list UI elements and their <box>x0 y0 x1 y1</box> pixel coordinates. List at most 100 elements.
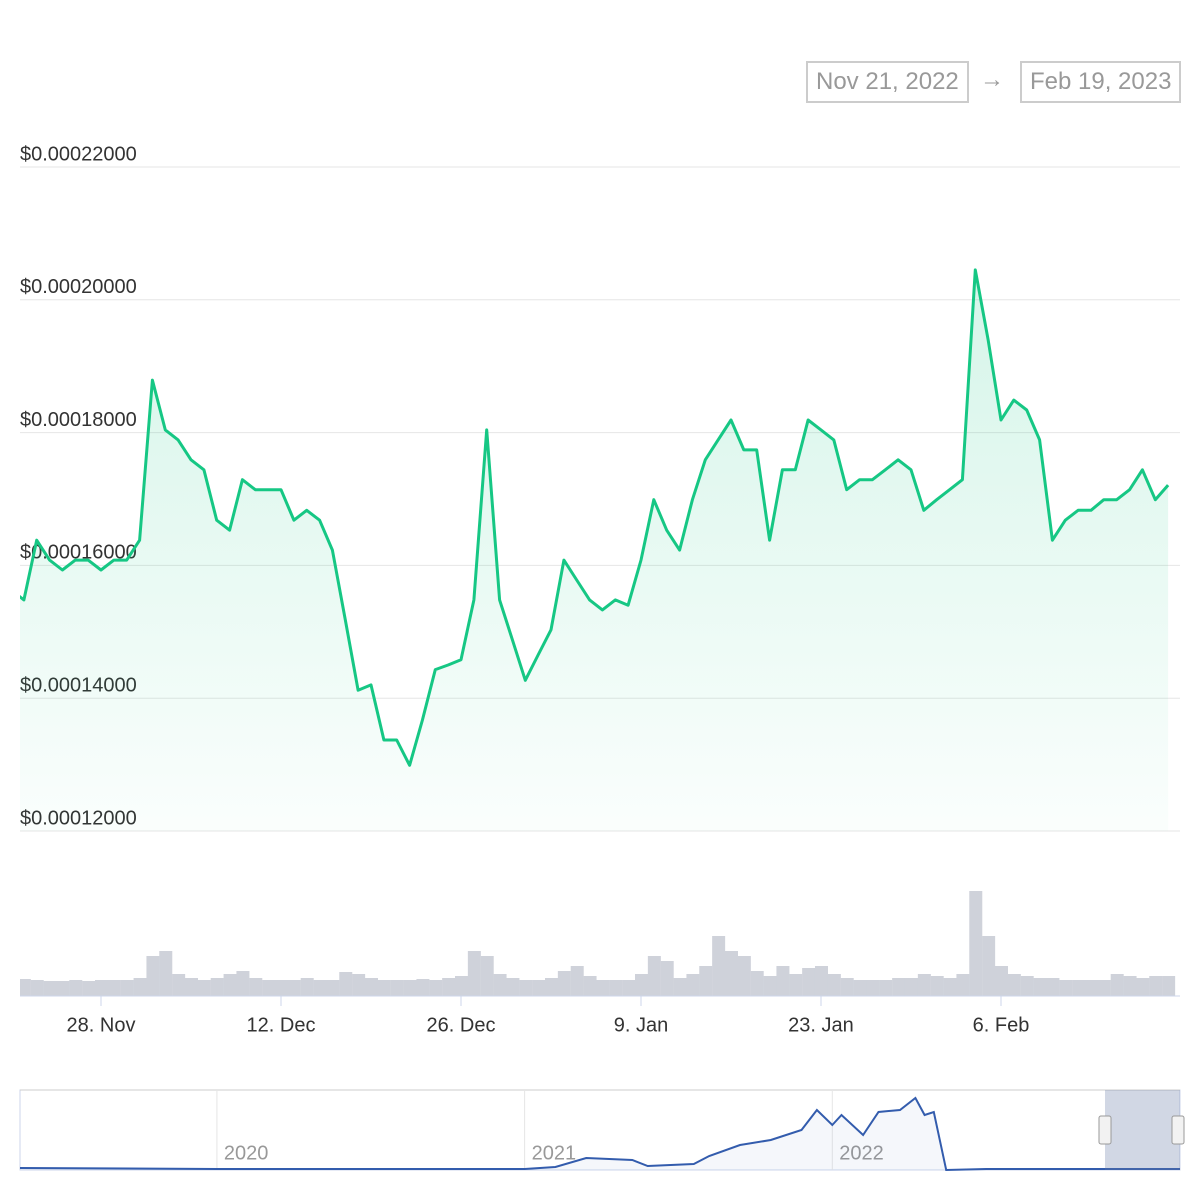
volume-bar <box>377 980 391 996</box>
volume-bar <box>133 978 147 996</box>
y-tick-label: $0.00020000 <box>20 276 137 298</box>
volume-bar <box>853 980 867 996</box>
y-tick-label: $0.00014000 <box>20 674 137 696</box>
y-tick-label: $0.00016000 <box>20 542 137 564</box>
volume-bar <box>982 936 996 996</box>
volume-bar <box>712 936 726 996</box>
volume-bar <box>223 974 237 996</box>
volume-bar <box>172 974 186 996</box>
x-tick-label: 26. Dec <box>427 1014 496 1036</box>
x-tick-label: 23. Jan <box>788 1014 854 1036</box>
x-tick-label: 28. Nov <box>67 1014 136 1036</box>
date-from-text[interactable]: Nov 21, 2022 <box>806 61 969 103</box>
navigator-handle[interactable] <box>1098 1115 1112 1145</box>
volume-bar <box>493 974 507 996</box>
volume-bar <box>1007 974 1021 996</box>
volume-bar <box>1020 976 1034 996</box>
volume-bar <box>197 980 211 996</box>
volume-bar <box>994 966 1008 996</box>
volume-bar <box>1084 980 1098 996</box>
volume-bar <box>737 956 751 996</box>
volume-bar <box>313 980 327 996</box>
volume-bar <box>827 974 841 996</box>
date-to[interactable]: Feb 19, 2023 <box>1020 61 1182 103</box>
volume-bar <box>43 981 57 996</box>
date-from[interactable]: Nov 21, 2022 <box>806 61 969 103</box>
volume-bar <box>236 971 250 996</box>
volume-bar <box>686 974 700 996</box>
y-tick-label: $0.00022000 <box>20 143 137 165</box>
volume-bar <box>249 978 263 996</box>
volume-bar <box>262 980 276 996</box>
volume-bar <box>146 956 160 996</box>
navigator-area <box>20 1098 1180 1170</box>
x-tick-label: 9. Jan <box>614 1014 668 1036</box>
volume-bar <box>866 980 880 996</box>
volume-bar <box>210 978 224 996</box>
volume-bar <box>300 978 314 996</box>
volume-bar <box>1059 980 1073 996</box>
volume-bar <box>480 956 494 996</box>
volume-bar <box>917 974 931 996</box>
price-line <box>20 268 1170 767</box>
volume-bar <box>416 979 430 996</box>
volume-bar <box>1162 976 1176 996</box>
volume-bar <box>699 966 713 996</box>
volume-bar <box>930 976 944 996</box>
volume-bar <box>840 978 854 996</box>
volume-bar <box>120 980 134 996</box>
volume-bar <box>776 966 790 996</box>
volume-bar <box>532 980 546 996</box>
volume-bar <box>442 978 456 996</box>
volume-bar <box>159 951 173 996</box>
volume-bar <box>1136 978 1150 996</box>
volume-bar <box>557 971 571 996</box>
navigator-tick-label: 2020 <box>224 1142 269 1164</box>
volume-bar <box>789 974 803 996</box>
volume-bar <box>1033 978 1047 996</box>
volume-bar <box>1149 976 1163 996</box>
volume-bar <box>467 951 481 996</box>
price-area <box>20 269 1169 831</box>
volume-bar <box>326 980 340 996</box>
volume-bar <box>339 972 353 996</box>
navigator-tick-label: 2022 <box>839 1142 884 1164</box>
volume-bar <box>892 978 906 996</box>
volume-bar <box>56 981 70 996</box>
volume-bar <box>20 979 31 996</box>
volume-bar <box>956 974 970 996</box>
volume-bar <box>647 956 661 996</box>
volume-bar <box>596 980 610 996</box>
volume-bar <box>506 978 520 996</box>
volume-bar <box>583 976 597 996</box>
volume-bar <box>879 980 893 996</box>
navigator-handle[interactable] <box>1171 1115 1185 1145</box>
volume-bar <box>802 968 816 996</box>
volume-bar <box>570 966 584 996</box>
volume-bar <box>814 966 828 996</box>
volume-bar <box>454 976 468 996</box>
volume-bar <box>519 980 533 996</box>
volume-bar <box>107 980 121 996</box>
volume-bar <box>622 980 636 996</box>
x-tick-label: 12. Dec <box>247 1014 316 1036</box>
volume-bar <box>673 978 687 996</box>
navigator-selection[interactable] <box>1105 1090 1180 1170</box>
volume-bar <box>750 971 764 996</box>
volume-bar <box>184 978 198 996</box>
volume-bar <box>1110 974 1124 996</box>
volume-bar <box>634 974 648 996</box>
volume-bar <box>403 980 417 996</box>
volume-bar <box>660 961 674 996</box>
volume-bar <box>429 980 443 996</box>
volume-bar <box>724 951 738 996</box>
volume-bar <box>544 978 558 996</box>
volume-bar <box>1046 978 1060 996</box>
date-to-text[interactable]: Feb 19, 2023 <box>1020 61 1182 103</box>
volume-bar <box>82 981 96 996</box>
volume-bar <box>609 980 623 996</box>
volume-bar <box>274 980 288 996</box>
volume-bar <box>364 978 378 996</box>
volume-bar <box>763 976 777 996</box>
volume-bar <box>352 974 366 996</box>
